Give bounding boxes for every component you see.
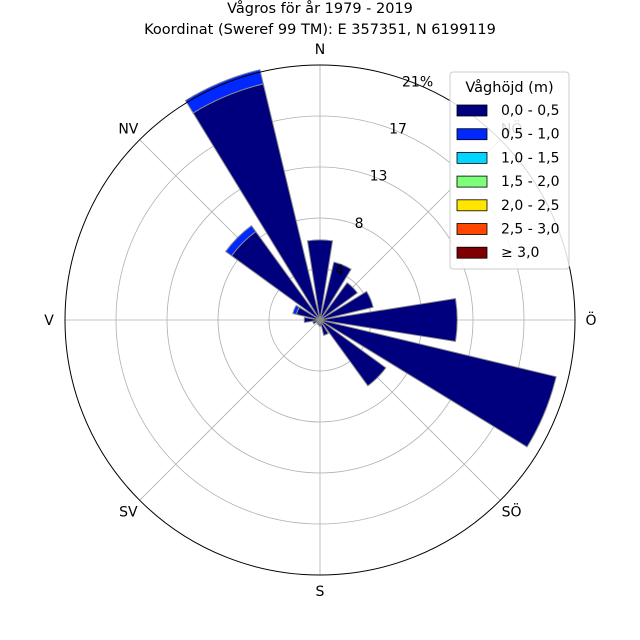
bar-NV-1 xyxy=(224,224,257,257)
bar-SSÖ-0 xyxy=(319,319,329,336)
bar-NNV-1 xyxy=(184,69,264,114)
bar-S-0 xyxy=(318,319,322,327)
outer-frame xyxy=(64,64,576,576)
legend-label: 1,0 - 1,5 xyxy=(501,150,559,166)
legend: Våghöjd (m) 0,0 - 0,5 0,5 - 1,0 1,0 - 1,5 1… xyxy=(449,71,570,270)
bar-NNÖ-0 xyxy=(319,261,352,321)
chart-title-line1: Vågros för år 1979 - 2019 xyxy=(227,0,413,17)
radial-gridline xyxy=(139,319,321,501)
legend-items: 0,0 - 0,5 0,5 - 1,0 1,0 - 1,5 1,5 - 2,0 2,0 … xyxy=(456,103,559,261)
legend-swatch xyxy=(456,223,488,235)
polar-labels: NNÖÖSÖSSVVNV48131721% xyxy=(44,42,596,600)
compass-label: V xyxy=(44,313,54,329)
rose-bars xyxy=(184,69,557,448)
radial-tick-label: 21% xyxy=(402,74,433,90)
bar-Ö-0 xyxy=(319,297,458,343)
bar-NNV-0 xyxy=(192,83,321,321)
legend-label: 0,5 - 1,0 xyxy=(501,127,559,143)
radial-tick-label: 8 xyxy=(355,216,364,232)
chart-title-line2: Koordinat (Sweref 99 TM): E 357351, N 61… xyxy=(144,22,496,38)
ring-gridline xyxy=(115,115,525,525)
legend-label: 2,5 - 3,0 xyxy=(501,222,559,238)
bar-VSV-0 xyxy=(312,319,321,325)
compass-label: S xyxy=(316,584,325,600)
legend-label: 1,5 - 2,0 xyxy=(501,174,559,190)
legend-box xyxy=(449,71,570,270)
bar-SÖ-0 xyxy=(319,319,387,387)
legend-swatch xyxy=(456,104,488,117)
bar-VNV-1 xyxy=(292,304,300,315)
radial-tick-label: 17 xyxy=(389,122,407,138)
legend-swatch xyxy=(456,128,488,141)
compass-label: SV xyxy=(119,505,138,521)
bar-ÖSÖ-0 xyxy=(319,319,557,448)
polar-frame xyxy=(64,64,576,576)
ring-gridline xyxy=(166,166,474,474)
legend-swatch xyxy=(456,199,488,212)
legend-title: Våghöjd (m) xyxy=(465,79,553,96)
compass-label: SÖ xyxy=(502,503,522,521)
bar-NÖ-0 xyxy=(319,281,359,321)
bar-V-0 xyxy=(303,316,321,324)
legend-label: 0,0 - 0,5 xyxy=(501,103,559,119)
legend-swatch xyxy=(456,151,488,164)
radial-tick-label: 13 xyxy=(370,169,388,185)
bar-N-0 xyxy=(306,239,334,321)
legend-swatch xyxy=(456,175,488,188)
compass-label: NV xyxy=(118,121,138,137)
radial-tick-label: 4 xyxy=(335,263,344,279)
legend-label: 2,0 - 2,5 xyxy=(501,198,559,214)
compass-label: N xyxy=(315,42,325,58)
legend-label: ≥ 3,0 xyxy=(501,245,539,261)
bar-ÖNÖ-0 xyxy=(319,290,374,321)
compass-label: Ö xyxy=(585,311,596,329)
legend-swatch xyxy=(456,246,488,259)
